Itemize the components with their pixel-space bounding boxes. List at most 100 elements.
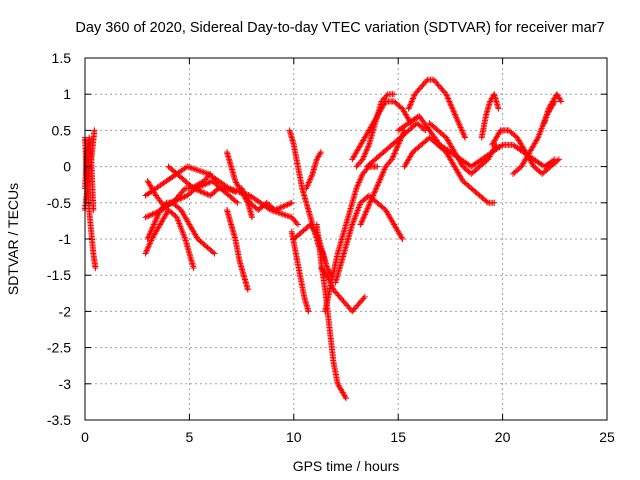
data-point (143, 249, 150, 256)
data-point (324, 272, 331, 279)
data-point (354, 162, 361, 169)
y-tick-label: 1 (63, 86, 71, 102)
data-point (449, 105, 456, 112)
data-point (146, 231, 153, 238)
data-point (421, 79, 428, 86)
data-point (360, 169, 367, 176)
data-point (337, 295, 344, 302)
data-point (374, 163, 381, 170)
data-point (364, 165, 371, 172)
data-point (354, 182, 361, 189)
data-point (307, 175, 314, 182)
data-point (180, 194, 187, 201)
series-arc-29 (478, 91, 502, 141)
data-point (203, 190, 210, 197)
data-point (447, 101, 454, 108)
data-point (462, 134, 469, 141)
data-point (359, 217, 366, 224)
data-point (202, 176, 209, 183)
y-tick-label: -3 (59, 376, 72, 392)
data-point (377, 175, 384, 182)
y-tick-label: -1 (59, 231, 72, 247)
x-tick-label: 0 (81, 429, 89, 445)
data-point (233, 198, 240, 205)
data-point (152, 217, 159, 224)
data-point (430, 76, 437, 83)
data-point (193, 186, 200, 193)
data-point (371, 189, 378, 196)
data-point (362, 209, 369, 216)
data-point (446, 99, 453, 106)
y-axis-title: SDTVAR / TECUs (5, 183, 21, 295)
y-tick-label: 1.5 (52, 50, 72, 66)
data-point (364, 146, 371, 153)
data-point (440, 88, 447, 95)
data-point (388, 156, 395, 163)
data-point (304, 182, 311, 189)
data-point (381, 95, 388, 102)
series-arc-10 (223, 207, 251, 293)
data-point (385, 160, 392, 167)
data-point (149, 224, 156, 231)
series-arc-28 (426, 120, 500, 177)
data-point (354, 302, 361, 309)
data-point (276, 210, 283, 217)
data-point (303, 183, 310, 190)
data-point (198, 188, 205, 195)
data-point (436, 83, 443, 90)
series-arc-9 (165, 163, 239, 199)
data-point (361, 293, 368, 300)
data-point (495, 105, 502, 112)
data-point (411, 91, 418, 98)
data-point (460, 130, 467, 137)
data-point (142, 214, 149, 221)
data-point (92, 264, 99, 271)
data-point (351, 305, 358, 312)
data-point (144, 236, 151, 242)
data-point (372, 188, 379, 195)
data-point (334, 291, 341, 298)
data-point (451, 110, 458, 117)
chart-title: Day 360 of 2020, Sidereal Day-to-day VTE… (75, 20, 604, 36)
data-series (82, 76, 565, 402)
data-point (225, 185, 232, 192)
series-arc-14 (288, 228, 312, 315)
data-point (354, 183, 361, 190)
data-point (455, 118, 462, 125)
data-point (392, 147, 399, 154)
data-point (554, 157, 561, 164)
data-point (450, 108, 457, 115)
data-point (205, 179, 212, 186)
data-point (379, 170, 386, 177)
data-point (143, 247, 150, 254)
series-arc-30 (489, 127, 562, 177)
data-point (272, 207, 279, 214)
data-point (410, 95, 417, 102)
data-point (230, 188, 237, 195)
data-point (392, 149, 399, 156)
data-point (410, 94, 417, 101)
data-point (150, 221, 157, 228)
data-point (378, 172, 385, 179)
data-point (423, 78, 430, 85)
data-point (357, 159, 364, 166)
y-tick-label: -2.5 (47, 340, 71, 356)
data-point (398, 234, 405, 241)
data-point (340, 298, 347, 305)
data-point (145, 213, 152, 220)
data-point (457, 124, 464, 131)
data-point (343, 395, 349, 402)
data-point (360, 154, 367, 161)
data-point (154, 212, 161, 219)
data-point (375, 179, 382, 186)
data-point (284, 212, 291, 219)
data-point (360, 214, 367, 221)
data-point (534, 136, 541, 143)
data-point (305, 308, 312, 315)
data-point (382, 94, 389, 101)
data-point (367, 198, 374, 205)
data-point (373, 185, 380, 192)
data-point (368, 195, 375, 202)
data-point (350, 306, 357, 313)
data-point (197, 188, 204, 195)
